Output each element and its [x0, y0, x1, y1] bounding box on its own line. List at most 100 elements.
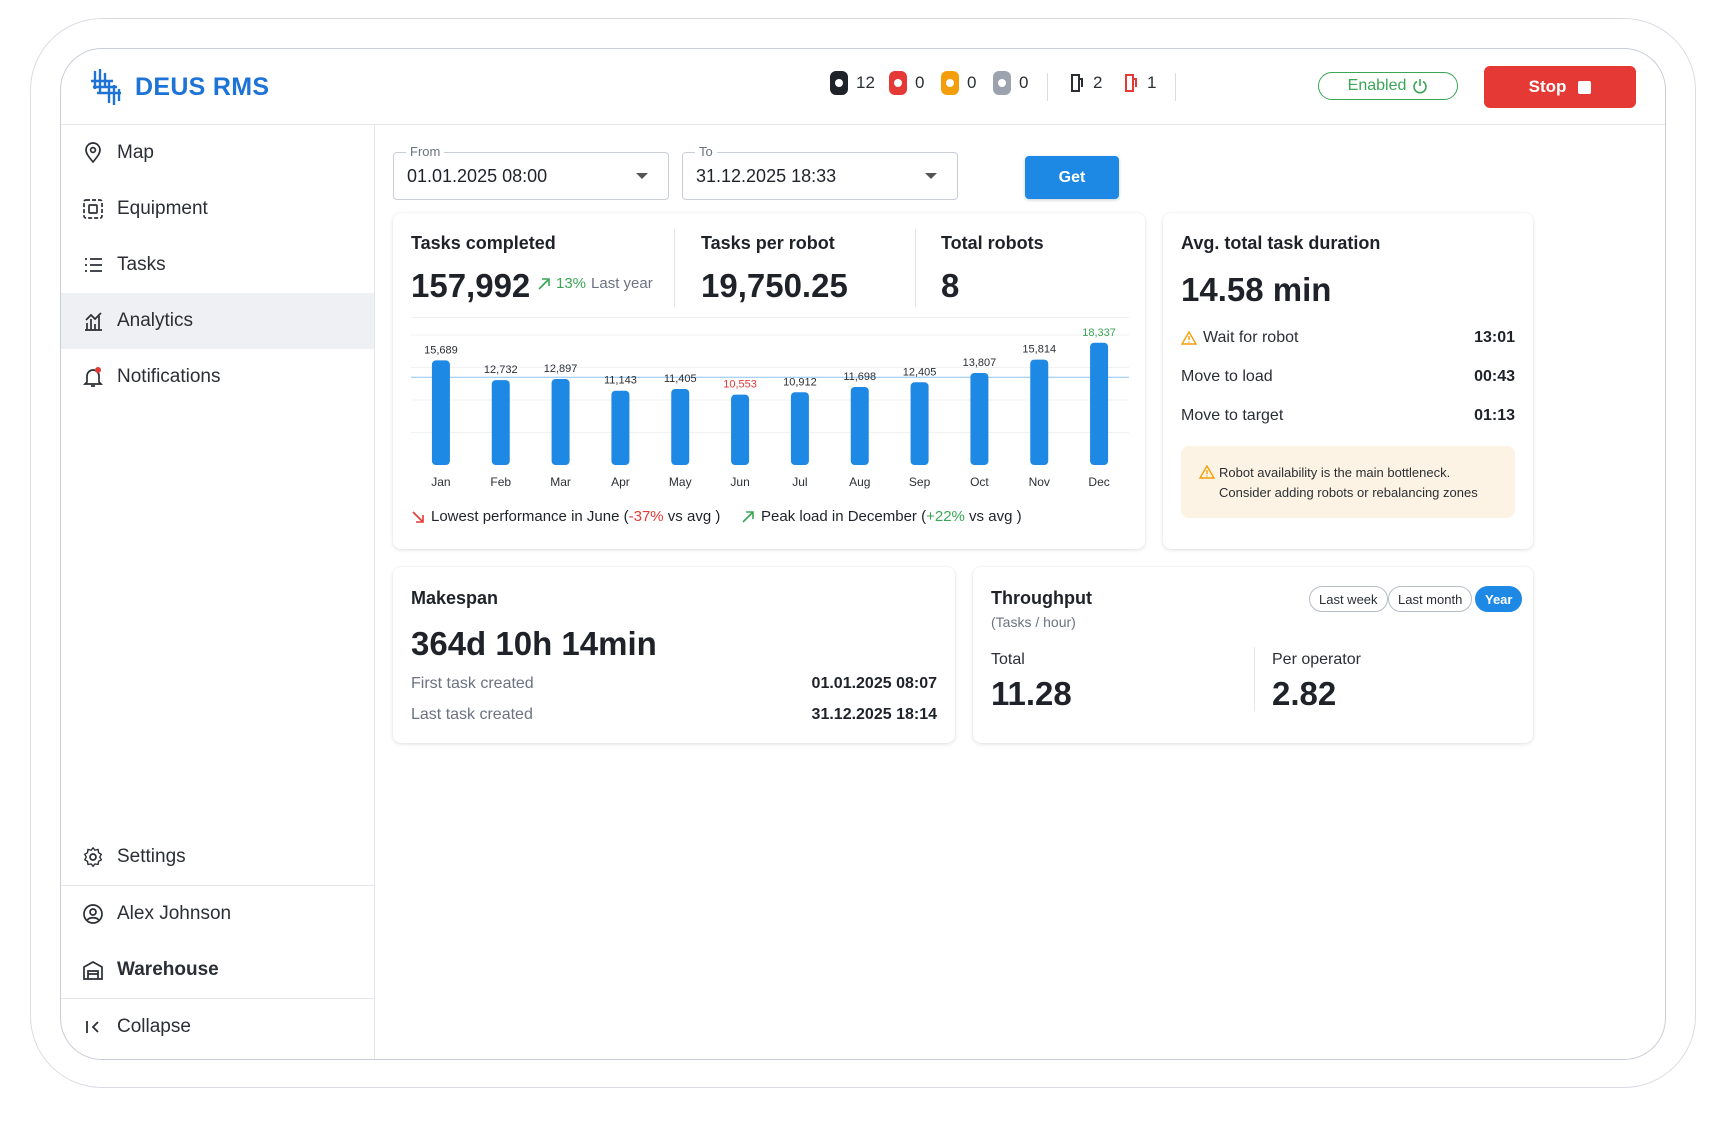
stop-button[interactable]: Stop — [1484, 66, 1636, 108]
stat-divider — [674, 229, 675, 307]
sidebar-item-tasks[interactable]: Tasks — [61, 237, 374, 293]
bottleneck-alert: Robot availability is the main bottlenec… — [1181, 446, 1515, 518]
duration-row-label: Move to target — [1181, 407, 1284, 424]
total-robots-value: 8 — [941, 267, 960, 304]
sidebar-item-user[interactable]: Alex Johnson — [61, 886, 374, 942]
sidebar: Map Equipment Tasks Analytics Notificati… — [61, 125, 375, 1059]
makespan-title: Makespan — [411, 588, 499, 608]
stat-divider — [915, 229, 916, 307]
enabled-toggle[interactable]: Enabled — [1318, 72, 1458, 100]
sidebar-item-settings[interactable]: Settings — [61, 829, 374, 885]
bar-mar[interactable] — [551, 379, 570, 465]
bar-dec[interactable] — [1090, 342, 1109, 465]
from-date-select[interactable]: From 01.01.2025 08:00 — [393, 144, 669, 200]
equipment-icon — [81, 197, 105, 221]
header-divider — [1175, 73, 1176, 101]
chargers-count: 2 — [1093, 73, 1103, 92]
data-label: 11,405 — [664, 373, 697, 385]
user-avatar-icon — [81, 902, 105, 926]
duration-row-label: Wait for robot — [1203, 329, 1299, 346]
data-label: 10,912 — [783, 376, 817, 388]
bar-sep[interactable] — [910, 382, 929, 465]
high-prefix: Peak load in December ( — [761, 508, 927, 525]
robot-status-orange-icon — [941, 71, 959, 95]
warning-icon — [1199, 465, 1215, 479]
sidebar-item-label: Analytics — [117, 310, 194, 331]
x-tick-label: Sep — [909, 475, 931, 489]
alert-line-2: Consider adding robots or rebalancing zo… — [1219, 485, 1478, 500]
sidebar-item-warehouse[interactable]: Warehouse — [61, 942, 374, 998]
analytics-icon — [81, 309, 105, 333]
sidebar-item-notifications[interactable]: Notifications — [61, 349, 374, 405]
bar-jun[interactable] — [731, 394, 750, 465]
bar-oct[interactable] — [970, 372, 989, 465]
x-tick-label: Nov — [1029, 475, 1050, 489]
logo[interactable]: DEUS RMS — [87, 67, 269, 107]
trend-down-icon — [412, 510, 424, 523]
warning-icon — [1181, 331, 1197, 345]
peak-insight: Peak load in December (+22% vs avg ) — [741, 508, 1022, 525]
charger-icon — [1071, 74, 1083, 92]
to-date-select[interactable]: To 31.12.2025 18:33 — [682, 144, 958, 200]
robot-status-idle[interactable]: 12 — [830, 71, 875, 95]
growth-indicator: 13% Last year — [537, 275, 653, 292]
sidebar-item-label: Settings — [117, 846, 186, 867]
pill-last-week[interactable]: Last week — [1309, 586, 1388, 612]
sidebar-item-equipment[interactable]: Equipment — [61, 181, 374, 237]
sidebar-collapse-button[interactable]: Collapse — [61, 999, 374, 1055]
bar-jul[interactable] — [790, 392, 809, 465]
robot-status-red-icon — [889, 71, 907, 95]
low-prefix: Lowest performance in June ( — [431, 508, 629, 525]
logo-text: DEUS RMS — [135, 72, 270, 101]
high-delta: +22% — [926, 508, 965, 525]
growth-label: Last year — [591, 275, 653, 292]
to-label: To — [695, 144, 717, 159]
from-label: From — [406, 144, 445, 159]
robot-status-error[interactable]: 0 — [889, 71, 924, 95]
pill-last-month[interactable]: Last month — [1388, 586, 1473, 612]
low-suffix: vs avg ) — [663, 508, 721, 525]
bar-aug[interactable] — [850, 387, 869, 465]
per-operator-value: 2.82 — [1272, 675, 1337, 712]
robot-status-idle-count: 12 — [856, 73, 875, 92]
high-suffix: vs avg ) — [964, 508, 1022, 525]
robot-status-warning[interactable]: 0 — [941, 71, 976, 95]
get-button[interactable]: Get — [1025, 156, 1119, 199]
sidebar-divider — [61, 998, 374, 999]
data-label: 11,143 — [604, 375, 637, 387]
robot-status-grey-icon — [993, 71, 1011, 95]
per-operator-label: Per operator — [1272, 651, 1361, 668]
data-label: 15,689 — [424, 344, 458, 356]
bar-apr[interactable] — [611, 390, 630, 465]
tasks-completed-label: Tasks completed — [411, 233, 556, 253]
robot-status-offline[interactable]: 0 — [993, 71, 1028, 95]
bar-jan[interactable] — [431, 360, 450, 465]
bar-nov[interactable] — [1030, 359, 1049, 465]
wait-for-robot-row: Wait for robot — [1181, 329, 1298, 347]
charger-alert-icon — [1125, 74, 1137, 92]
bar-feb[interactable] — [491, 380, 510, 465]
x-tick-label: Feb — [490, 475, 511, 489]
chargers-alert-status[interactable]: 1 — [1123, 71, 1156, 95]
gear-icon — [81, 845, 105, 869]
robot-status-warning-count: 0 — [967, 73, 977, 92]
duration-row-value: 01:13 — [1474, 407, 1515, 424]
sidebar-item-map[interactable]: Map — [61, 125, 374, 181]
chargers-alert-count: 1 — [1147, 73, 1157, 92]
pill-year[interactable]: Year — [1475, 586, 1523, 612]
first-task-label: First task created — [411, 675, 534, 692]
data-label: 15,814 — [1022, 344, 1056, 356]
robot-status-error-count: 0 — [915, 73, 925, 92]
data-label: 12,897 — [544, 363, 578, 375]
top-bar: DEUS RMS 12 0 0 0 2 1 Enabled — [61, 49, 1665, 125]
tasks-per-robot-label: Tasks per robot — [701, 233, 835, 253]
sidebar-item-analytics[interactable]: Analytics — [61, 293, 374, 349]
logo-icon — [91, 69, 121, 105]
chargers-status[interactable]: 2 — [1069, 71, 1102, 95]
last-task-value: 31.12.2025 18:14 — [811, 706, 937, 723]
enabled-label: Enabled — [1347, 77, 1407, 94]
low-delta: -37% — [628, 508, 664, 525]
user-name: Alex Johnson — [117, 903, 232, 924]
bar-may[interactable] — [671, 388, 690, 465]
sidebar-item-label: Map — [117, 142, 154, 163]
